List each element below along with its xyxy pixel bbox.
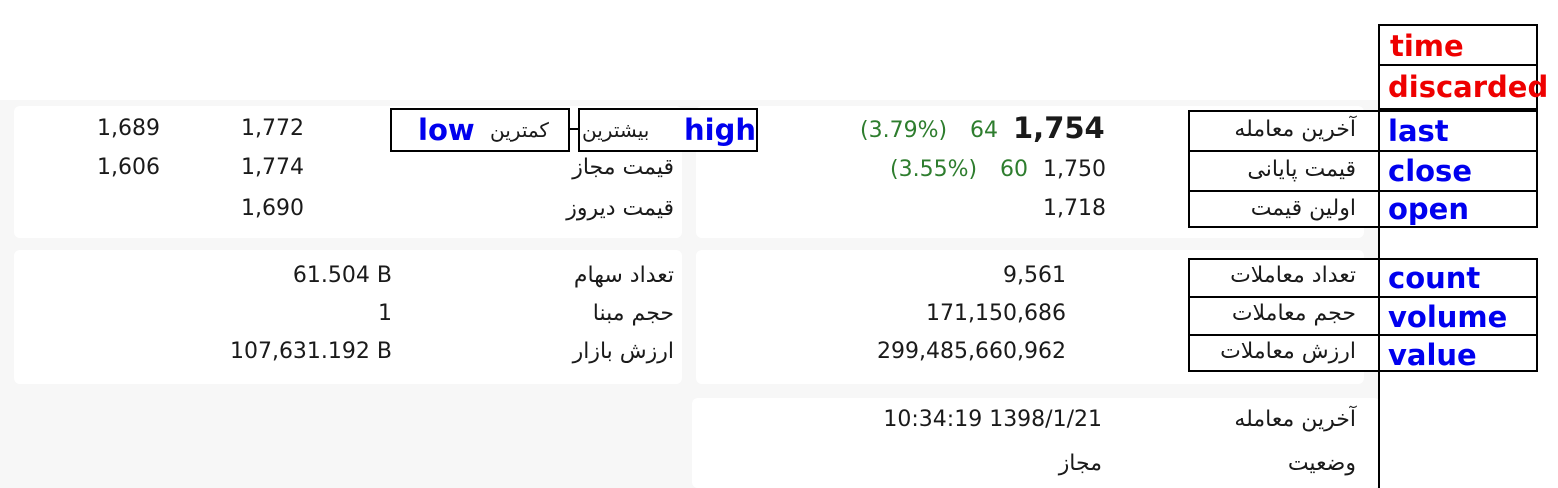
low-annotation: low (418, 113, 475, 147)
high-label: بیشترین (582, 118, 650, 142)
open-price-label: اولین قیمت (1250, 196, 1356, 221)
value-label-box (1188, 334, 1538, 372)
volume-annotation: volume (1388, 300, 1508, 334)
shares-card (14, 250, 682, 384)
market-cap-label: ارزش بازار (572, 339, 674, 364)
last-price-label: آخرین معامله (1234, 117, 1356, 142)
price-box-divider (1378, 110, 1380, 228)
low-header-box (390, 108, 570, 152)
last-label-box (1188, 110, 1538, 152)
trade-value-value: 299,485,660,962 (877, 339, 1066, 364)
shares-count-value: 61.504 B (292, 263, 392, 288)
high-low-connector (570, 128, 578, 130)
allowed-low-value: 1,606 (97, 155, 160, 180)
trades-box-divider (1378, 258, 1380, 372)
shares-count-label: تعداد سهام (573, 263, 674, 288)
last-price-value: 1,754 (1013, 111, 1105, 145)
close-price-label: قیمت پایانی (1247, 157, 1356, 182)
last-trade-time-label: آخرین معامله (1234, 407, 1356, 432)
high-annotation: high (684, 113, 756, 147)
open-label-box (1188, 190, 1538, 228)
low-label: کمترین (490, 118, 549, 142)
trade-value-label: ارزش معاملات (1220, 339, 1356, 364)
trade-volume-value: 171,150,686 (926, 301, 1066, 326)
base-volume-value: 1 (378, 301, 392, 326)
count-annotation: count (1388, 261, 1481, 295)
time-annotation-box (1378, 24, 1538, 66)
status-card (692, 398, 1380, 488)
close-price-value: 1,750 (1043, 157, 1106, 182)
trade-count-label: تعداد معاملات (1230, 263, 1356, 288)
trade-volume-label: حجم معاملات (1231, 301, 1356, 326)
discarded-annotation: discarded (1388, 70, 1549, 104)
yesterday-price-label: قیمت دیروز (566, 196, 674, 221)
open-annotation: open (1388, 192, 1469, 226)
close-price-percent: (3.55%) (890, 157, 978, 182)
legend-divider (1378, 24, 1380, 488)
day-high-value: 1,772 (241, 116, 304, 141)
discarded-annotation-box (1378, 64, 1538, 110)
close-price-change: 60 (1000, 157, 1028, 182)
last-price-percent: (3.79%) (860, 118, 948, 143)
market-cap-value: 107,631.192 B (229, 339, 392, 364)
yesterday-price-value: 1,690 (241, 196, 304, 221)
time-annotation: time (1390, 29, 1464, 63)
allowed-high-value: 1,774 (241, 155, 304, 180)
trade-count-value: 9,561 (1003, 263, 1066, 288)
allowed-price-label: قیمت مجاز (572, 155, 674, 180)
status-label: وضعیت (1287, 451, 1356, 476)
base-volume-label: حجم مبنا (592, 301, 674, 326)
value-annotation: value (1388, 338, 1477, 372)
open-price-value: 1,718 (1043, 196, 1106, 221)
day-low-value: 1,689 (97, 116, 160, 141)
close-label-box (1188, 150, 1538, 192)
last-annotation: last (1388, 114, 1449, 148)
close-annotation: close (1388, 154, 1472, 188)
high-header-box (578, 108, 758, 152)
last-price-change: 64 (970, 118, 998, 143)
status-value: مجاز (1058, 451, 1102, 476)
last-trade-time-value: 10:34:19 1398/1/21 (883, 407, 1102, 432)
